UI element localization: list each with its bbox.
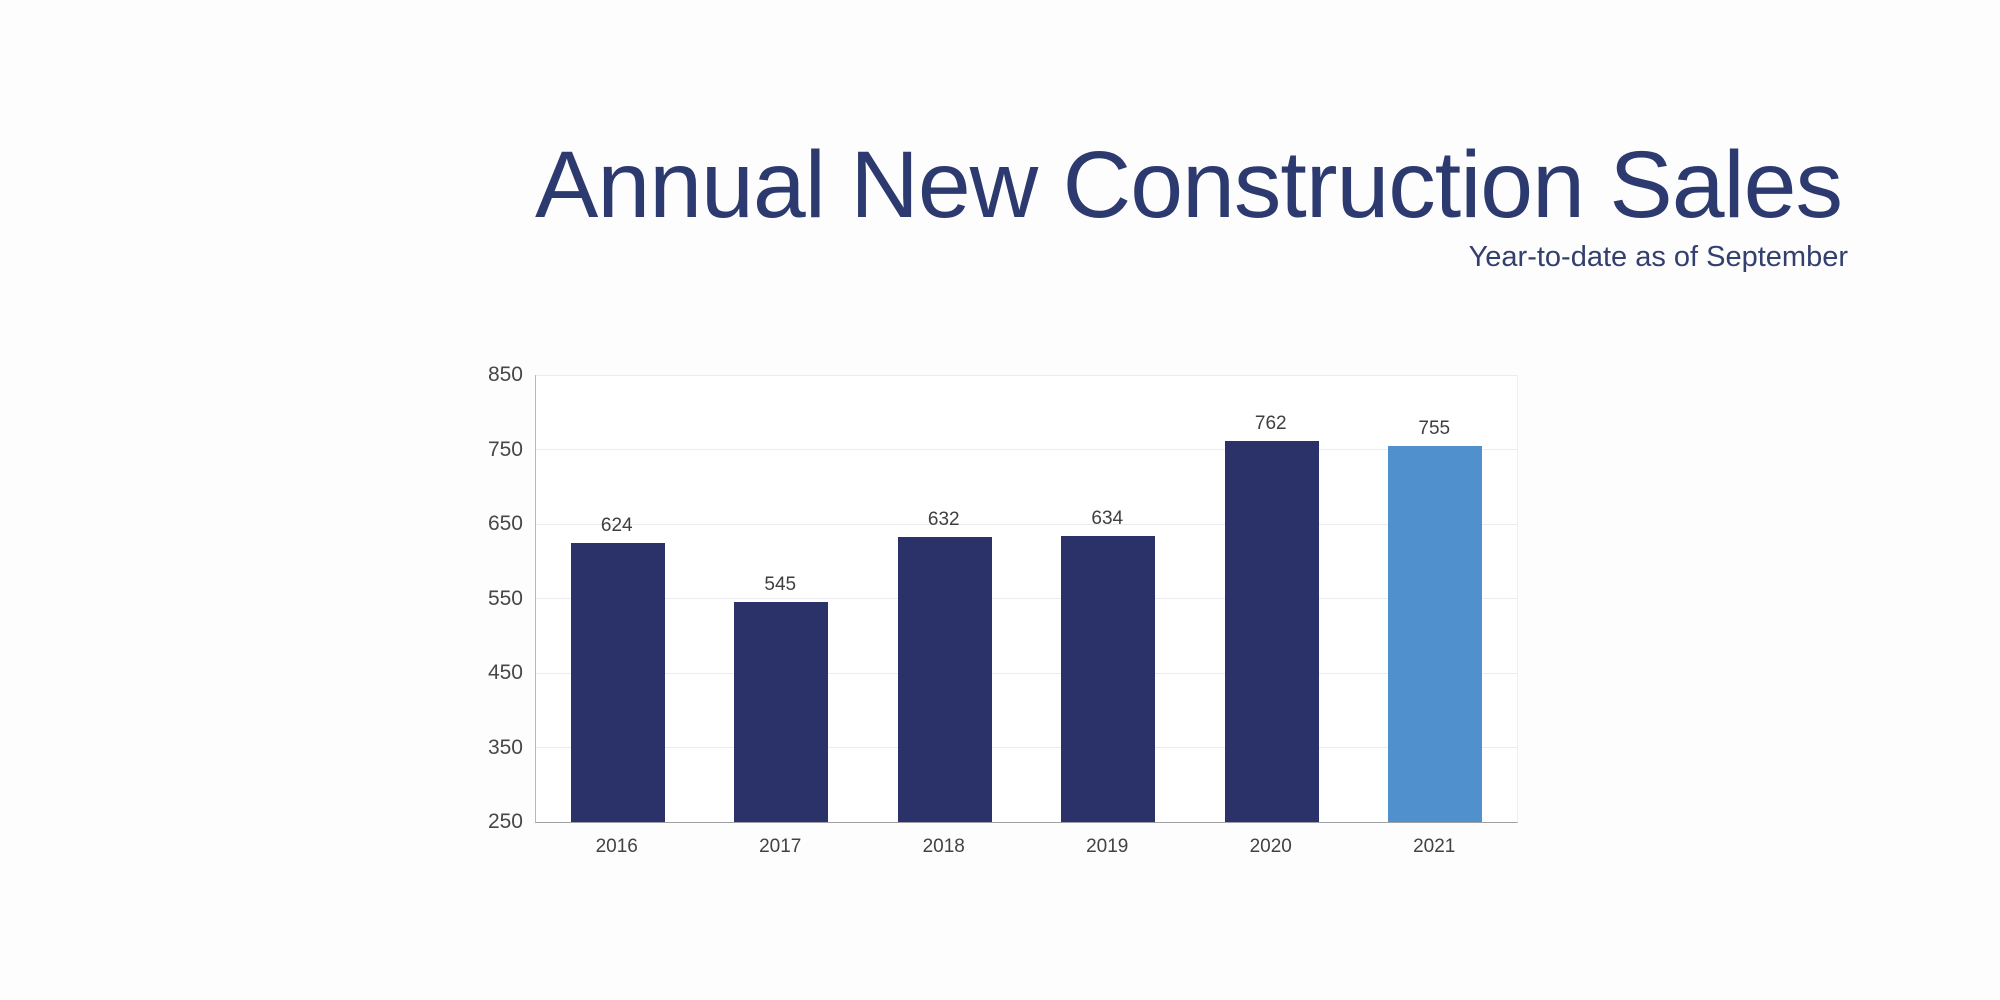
y-axis-tick-350: 350 bbox=[487, 735, 523, 759]
gridline-750 bbox=[536, 449, 1517, 450]
y-axis-tick-250: 250 bbox=[487, 810, 523, 833]
bar-2020 bbox=[1224, 440, 1319, 822]
bar-2018 bbox=[897, 537, 992, 822]
y-axis-tick-850: 850 bbox=[487, 363, 523, 386]
bar-value-2016: 624 bbox=[600, 515, 633, 537]
x-axis-tick-2021: 2021 bbox=[1413, 836, 1456, 857]
bar-value-2021: 755 bbox=[1418, 417, 1451, 439]
gridline-650 bbox=[536, 523, 1517, 525]
y-axis-tick-550: 550 bbox=[487, 586, 523, 610]
x-axis-tick-2019: 2019 bbox=[1086, 836, 1129, 857]
x-axis-tick-2020: 2020 bbox=[1249, 836, 1292, 857]
x-axis-tick-2018: 2018 bbox=[922, 836, 965, 857]
gridline-550 bbox=[536, 598, 1517, 599]
y-axis-tick-450: 450 bbox=[487, 661, 523, 684]
y-axis-tick-750: 750 bbox=[487, 437, 523, 461]
chart-subtitle: Year-to-date as of September bbox=[1468, 241, 1848, 273]
gridline-850 bbox=[536, 374, 1517, 376]
x-axis-tick-2016: 2016 bbox=[595, 836, 638, 857]
y-axis-tick-650: 650 bbox=[487, 512, 523, 535]
bar-value-2017: 545 bbox=[764, 574, 797, 596]
bar-2019 bbox=[1061, 535, 1156, 822]
gridline-350 bbox=[536, 747, 1517, 748]
bar-value-2019: 634 bbox=[1091, 507, 1124, 529]
plot-area bbox=[535, 374, 1518, 823]
bar-value-2020: 762 bbox=[1254, 412, 1287, 434]
bar-2017 bbox=[734, 602, 829, 822]
chart-title: Annual New Construction Sales bbox=[535, 132, 1843, 238]
bar-2016 bbox=[570, 543, 665, 822]
x-axis-tick-2017: 2017 bbox=[759, 836, 802, 857]
bar-value-2018: 632 bbox=[927, 509, 960, 531]
bar-2021 bbox=[1388, 445, 1483, 822]
gridline-450 bbox=[536, 672, 1517, 674]
